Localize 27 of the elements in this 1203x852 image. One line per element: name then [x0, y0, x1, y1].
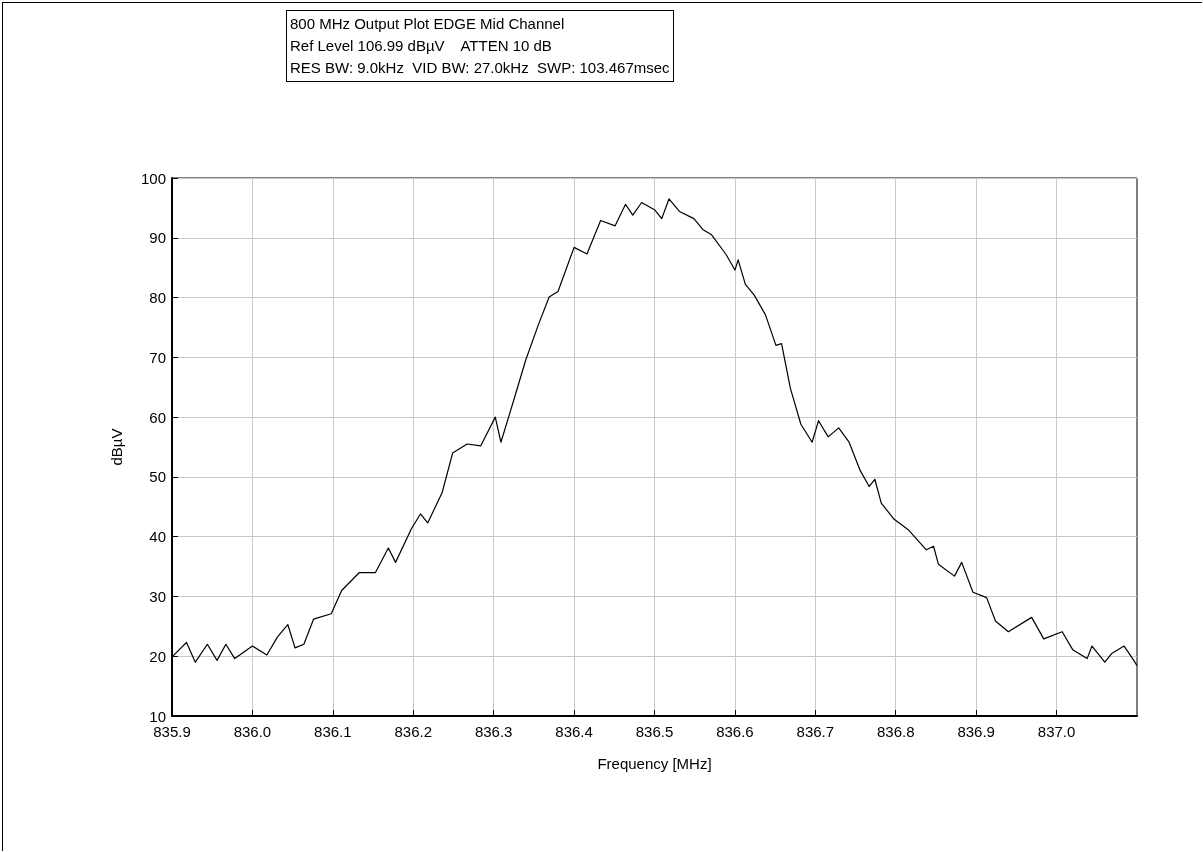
- chart-title: 800 MHz Output Plot EDGE Mid Channel: [290, 14, 566, 34]
- y-tick-label: 40: [149, 528, 166, 546]
- x-tick-label: 836.5: [635, 723, 674, 740]
- x-tick-label: 836.1: [314, 723, 352, 740]
- y-tick-label: 20: [149, 647, 166, 665]
- y-tick-label: 10: [149, 707, 166, 725]
- x-tick-label: 836.8: [876, 723, 915, 740]
- chart-subtitle: Ref Level 106.99 dBµV ATTEN 10 dB: [290, 36, 553, 56]
- x-tick-label: 835.9: [153, 723, 191, 740]
- x-axis-title: Frequency [MHz]: [597, 755, 712, 772]
- x-tick-label: 836.3: [474, 723, 513, 740]
- y-axis-title: dBµV: [108, 428, 125, 466]
- y-tick-label: 50: [149, 468, 166, 486]
- x-tick-label: 836.9: [957, 723, 995, 740]
- x-tick-label: 836.6: [716, 723, 754, 740]
- x-tick-label: 836.0: [233, 723, 272, 740]
- y-tick-label: 30: [149, 587, 166, 605]
- y-tick-label: 70: [149, 348, 166, 366]
- x-tick-label: 836.4: [555, 723, 593, 740]
- y-tick-label: 80: [149, 289, 166, 307]
- x-tick-label: 836.7: [796, 723, 835, 740]
- x-tick-label: 837.0: [1037, 723, 1076, 740]
- text: RES BW: 9.0kHz VID BW: 27.0kHz SWP: 103.467msec: [290, 58, 670, 78]
- y-tick-label: 90: [149, 229, 166, 247]
- y-tick-label: 100: [140, 169, 166, 187]
- y-tick-label: 60: [149, 408, 166, 426]
- x-tick-label: 836.2: [394, 723, 433, 740]
